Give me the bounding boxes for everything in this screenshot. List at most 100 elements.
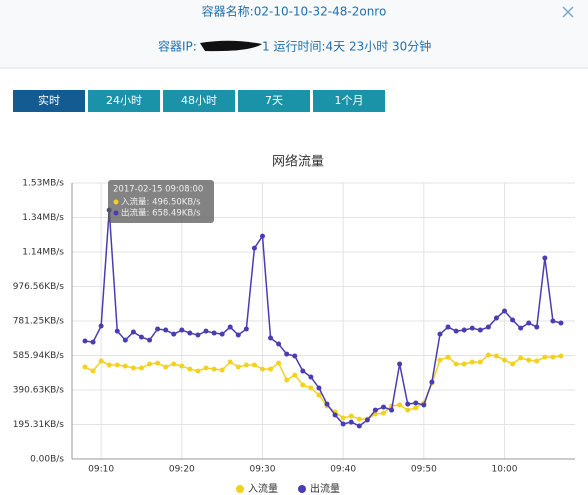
data-point — [300, 382, 306, 388]
tab-label[interactable]: 48小时 — [181, 94, 217, 107]
data-point — [138, 334, 144, 340]
dialog-title: 容器名称:02-10-10-32-48-2onro — [202, 4, 387, 19]
data-point — [493, 353, 499, 359]
tab-label[interactable]: 1个月 — [335, 94, 364, 107]
data-point — [397, 402, 403, 408]
data-point — [130, 365, 136, 371]
data-point — [284, 377, 290, 383]
tab-label[interactable]: 7天 — [265, 94, 283, 107]
data-point — [316, 385, 322, 391]
data-point — [163, 364, 169, 370]
data-point — [348, 413, 354, 419]
x-tick-label: 09:20 — [169, 465, 195, 475]
data-point — [243, 362, 249, 368]
tab[interactable] — [313, 90, 385, 112]
tooltip-line: 入流量: 496.50KB/s — [121, 197, 201, 208]
tab-label[interactable]: 实时 — [38, 93, 60, 107]
data-point — [316, 392, 322, 398]
data-point — [122, 337, 128, 343]
data-point — [510, 361, 516, 367]
data-point — [356, 423, 362, 429]
y-tick-label: 585.94KB/s — [13, 351, 65, 361]
data-point — [98, 358, 104, 364]
data-point — [195, 368, 201, 374]
y-tick-label: 1.53MB/s — [22, 179, 64, 189]
data-point — [195, 332, 201, 338]
chart-title: 网络流量 — [272, 154, 324, 170]
y-tick-label: 390.63KB/s — [13, 385, 65, 395]
data-point — [469, 325, 475, 331]
tab[interactable] — [238, 90, 310, 112]
data-point — [381, 410, 387, 416]
close-button[interactable] — [562, 6, 574, 18]
data-point — [405, 407, 411, 413]
data-point — [284, 351, 290, 357]
tooltip-swatch — [113, 210, 119, 216]
data-point — [98, 323, 104, 329]
tab[interactable] — [88, 90, 160, 112]
data-point — [90, 339, 96, 345]
data-point — [381, 404, 387, 410]
data-point — [558, 320, 564, 326]
data-point — [526, 357, 532, 363]
data-point — [187, 366, 193, 372]
data-point — [292, 372, 298, 378]
data-point — [348, 419, 354, 425]
tab[interactable] — [163, 90, 235, 112]
runtime: 1 运行时间:4天 23小时 30分钟 — [262, 39, 431, 54]
x-tick-label: 09:30 — [250, 465, 276, 475]
data-point — [114, 328, 120, 334]
data-point — [550, 318, 556, 324]
data-point — [235, 364, 241, 370]
data-point — [340, 421, 346, 427]
data-point — [550, 354, 556, 360]
data-point — [421, 402, 427, 408]
y-tick-label: 1.14MB/s — [22, 247, 64, 257]
data-point — [138, 365, 144, 371]
data-point — [130, 329, 136, 335]
data-point — [413, 400, 419, 406]
data-point — [268, 366, 274, 372]
tooltip-title: 2017-02-15 09:08:00 — [113, 185, 203, 195]
data-point — [389, 407, 395, 413]
data-point — [429, 379, 435, 385]
data-point — [179, 363, 185, 369]
y-tick-label: 195.31KB/s — [13, 420, 65, 430]
close-icon[interactable] — [562, 6, 574, 18]
data-point — [268, 335, 274, 341]
data-point — [106, 362, 112, 368]
data-point — [219, 367, 225, 373]
data-point — [243, 326, 249, 332]
data-point — [461, 327, 467, 333]
y-tick-label: 0.00B/s — [30, 455, 64, 465]
data-point — [397, 361, 403, 367]
tab-label[interactable]: 24小时 — [106, 94, 142, 107]
legend-label: 入流量 — [248, 482, 278, 495]
data-point — [171, 361, 177, 367]
tooltip — [108, 180, 214, 223]
data-point — [502, 308, 508, 314]
x-tick-label: 10:00 — [492, 465, 518, 475]
data-point — [405, 401, 411, 407]
legend-swatch — [236, 485, 244, 493]
legend-swatch — [298, 485, 306, 493]
data-point — [203, 328, 209, 334]
data-point — [437, 357, 443, 363]
data-point — [235, 332, 241, 338]
y-tick-label: 1.34MB/s — [22, 213, 64, 223]
data-point — [437, 331, 443, 337]
data-point — [259, 366, 265, 372]
data-point — [292, 353, 298, 359]
data-point — [300, 368, 306, 374]
tab[interactable] — [13, 90, 85, 112]
tooltip-swatch — [113, 199, 119, 205]
data-point — [493, 315, 499, 321]
data-point — [187, 330, 193, 336]
data-point — [171, 331, 177, 337]
data-point — [453, 328, 459, 334]
data-point — [227, 324, 233, 330]
data-point — [308, 374, 314, 380]
data-point — [469, 359, 475, 365]
data-point — [276, 360, 282, 366]
data-point — [324, 401, 330, 407]
